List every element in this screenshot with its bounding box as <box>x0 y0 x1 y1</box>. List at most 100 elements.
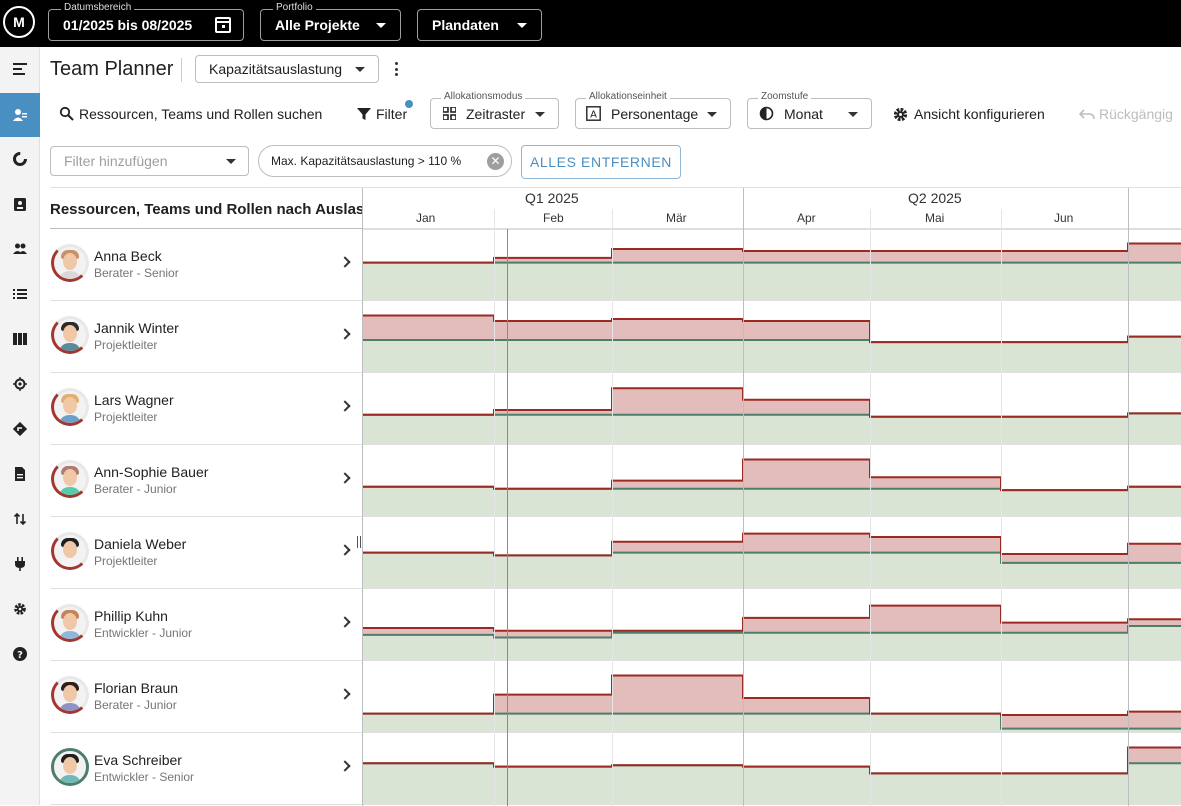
target-icon[interactable] <box>0 364 40 404</box>
capacity-bar <box>363 262 494 300</box>
capacity-bar <box>1128 626 1181 660</box>
team-icon[interactable] <box>0 229 40 269</box>
chevron-right-icon[interactable] <box>339 688 351 700</box>
capacity-bar <box>870 488 1001 516</box>
date-range-select[interactable]: Datumsbereich 01/2025 bis 08/2025 <box>48 2 244 41</box>
month-label: Feb <box>543 211 564 225</box>
swap-icon[interactable] <box>0 499 40 539</box>
undo-button[interactable]: Rückgängig <box>1079 104 1173 124</box>
add-filter-placeholder: Filter hinzufügen <box>64 153 168 169</box>
chevron-right-icon[interactable] <box>339 328 351 340</box>
resource-role: Berater - Junior <box>94 698 177 712</box>
resource-row[interactable]: Ann-Sophie Bauer Berater - Junior <box>50 445 362 517</box>
assignment-icon[interactable] <box>0 184 40 224</box>
capacity-bar <box>743 552 870 588</box>
resource-row[interactable]: Lars Wagner Projektleiter <box>50 373 362 445</box>
capacity-bar <box>870 773 1001 804</box>
overload-bar <box>1128 747 1181 764</box>
chevron-right-icon[interactable] <box>339 616 351 628</box>
dataset-select[interactable]: Plandaten <box>417 9 542 41</box>
calendar-icon[interactable] <box>215 17 231 33</box>
capacity-bar <box>494 766 612 804</box>
route-icon[interactable] <box>0 409 40 449</box>
configure-view-button[interactable]: Ansicht konfigurieren <box>893 104 1045 124</box>
help-icon[interactable]: ? <box>0 634 40 674</box>
capacity-bar <box>612 632 743 660</box>
overload-bar <box>743 698 870 714</box>
overload-bar <box>870 251 1001 263</box>
load-line <box>363 674 1181 716</box>
chevron-right-icon[interactable] <box>339 760 351 772</box>
chevron-down-icon <box>517 23 527 28</box>
overload-bar <box>494 257 612 263</box>
chevron-right-icon[interactable] <box>339 256 351 268</box>
close-icon[interactable]: ✕ <box>487 153 504 170</box>
capacity-bar <box>363 552 494 588</box>
capacity-bar <box>1001 262 1128 300</box>
board-icon[interactable] <box>0 319 40 359</box>
capacity-bar <box>1001 416 1128 444</box>
overload-bar <box>870 477 1001 489</box>
list-icon[interactable] <box>0 274 40 314</box>
add-filter-select[interactable]: Filter hinzufügen <box>50 146 249 176</box>
capacity-bar <box>612 713 743 732</box>
portfolio-select[interactable]: Portfolio Alle Projekte <box>260 2 401 41</box>
resource-row[interactable]: Florian Braun Berater - Junior <box>50 661 362 733</box>
app-logo[interactable]: M <box>3 6 35 38</box>
quarter-label: Q1 2025 <box>525 190 579 206</box>
resource-planner-icon[interactable] <box>0 93 40 137</box>
month-label: Mai <box>925 211 945 225</box>
capacity-bar <box>1128 413 1181 444</box>
overload-bar <box>1001 622 1128 633</box>
clear-all-filters-button[interactable]: ALLES ENTFERNEN <box>521 145 681 179</box>
capacity-bar <box>612 765 743 804</box>
filter-button[interactable]: Filter <box>357 100 414 124</box>
overload-bar <box>494 321 612 341</box>
menu-icon[interactable] <box>0 49 40 89</box>
overload-bar <box>612 249 743 263</box>
side-navigation: ? <box>0 47 40 805</box>
grid-icon <box>443 107 456 120</box>
allocation-unit-value: Personentage <box>611 105 699 122</box>
resource-row[interactable]: Anna Beck Berater - Senior <box>50 229 362 301</box>
resource-role: Projektleiter <box>94 338 158 352</box>
capacity-timeline <box>363 188 1181 806</box>
plugin-icon[interactable] <box>0 544 40 584</box>
overload-bar <box>743 459 870 489</box>
chevron-right-icon[interactable] <box>339 544 351 556</box>
svg-text:?: ? <box>17 650 23 661</box>
month-label: Apr <box>797 211 816 225</box>
zoom-icon <box>759 106 774 121</box>
portfolio-value: Alle Projekte <box>275 17 360 33</box>
allocation-unit-select[interactable]: Allokationseinheit A Personentage <box>575 91 731 129</box>
resource-row[interactable]: Jannik Winter Projektleiter <box>50 301 362 373</box>
avatar <box>51 388 89 426</box>
document-icon[interactable] <box>0 454 40 494</box>
capacity-bar <box>363 340 494 372</box>
view-select[interactable]: Kapazitätsauslastung <box>195 55 379 83</box>
allocation-mode-select[interactable]: Allokationsmodus Zeitraster <box>430 91 559 129</box>
capacity-bar <box>743 488 870 516</box>
header-divider <box>181 58 182 82</box>
top-bar: M Datumsbereich 01/2025 bis 08/2025 Port… <box>0 0 1181 47</box>
chevron-right-icon[interactable] <box>339 400 351 412</box>
capacity-bar <box>743 262 870 300</box>
logo-text: M <box>13 14 25 30</box>
capacity-icon[interactable] <box>0 139 40 179</box>
resource-row[interactable]: Eva Schreiber Entwickler - Senior <box>50 733 362 805</box>
column-resize-handle[interactable] <box>357 536 361 548</box>
overload-bar <box>1128 543 1181 563</box>
chevron-right-icon[interactable] <box>339 472 351 484</box>
resource-row[interactable]: Daniela Weber Projektleiter <box>50 517 362 589</box>
search-button[interactable]: Ressourcen, Teams und Rollen suchen <box>59 104 322 124</box>
settings-icon[interactable] <box>0 589 40 629</box>
resource-row[interactable]: Phillip Kuhn Entwickler - Junior <box>50 589 362 661</box>
resource-name: Daniela Weber <box>94 536 187 552</box>
capacity-bar <box>743 766 870 804</box>
zoom-select[interactable]: Zoomstufe Monat <box>747 91 872 129</box>
active-filter-chip[interactable]: Max. Kapazitätsauslastung > 110 % ✕ <box>258 145 512 177</box>
avatar <box>51 316 89 354</box>
more-options-icon[interactable] <box>392 60 400 78</box>
capacity-bar <box>494 414 612 444</box>
resource-name: Ann-Sophie Bauer <box>94 464 209 480</box>
